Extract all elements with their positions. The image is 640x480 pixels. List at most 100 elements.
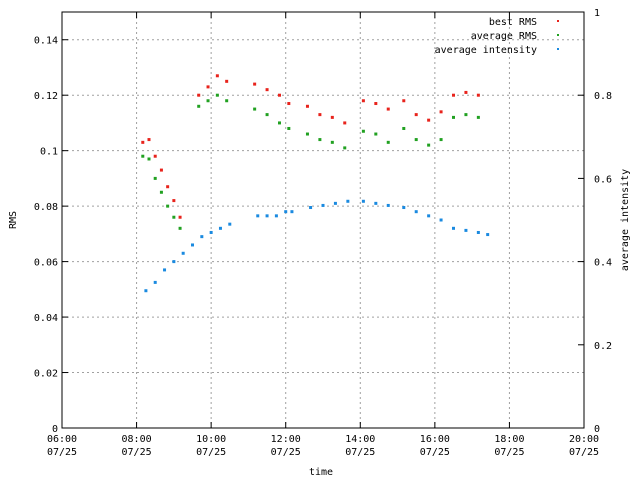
y-tick-label: 0 <box>52 424 58 435</box>
data-point <box>343 121 347 125</box>
data-point <box>215 93 219 97</box>
data-point <box>141 140 145 144</box>
data-point <box>206 85 210 89</box>
data-point <box>178 215 182 219</box>
data-point <box>402 206 406 210</box>
data-point <box>318 113 322 117</box>
x-tick-date: 07/25 <box>494 447 524 458</box>
x-tick-label: 08:00 <box>122 434 152 445</box>
data-point <box>309 206 313 210</box>
data-point <box>305 104 309 108</box>
data-point <box>225 99 229 103</box>
x-axis: 06:00 07/25 08:00 07/25 10:00 07/25 12:00 07/25… <box>47 12 599 458</box>
x-tick-label: 12:00 <box>271 434 301 445</box>
data-point <box>253 107 257 111</box>
data-point <box>374 201 378 205</box>
legend-label: best RMS <box>489 17 537 28</box>
data-point <box>225 79 229 83</box>
x-tick-date: 07/25 <box>47 447 77 458</box>
data-point <box>305 132 309 136</box>
y2-tick-label: 0.6 <box>594 174 612 185</box>
data-point <box>265 113 269 117</box>
data-point <box>464 90 468 94</box>
x-tick-label: 06:00 <box>47 434 77 445</box>
series-best-rms <box>141 74 480 219</box>
x-tick-date: 07/25 <box>569 447 599 458</box>
y2-axis-title: average intensity <box>620 169 631 271</box>
data-point <box>265 88 269 92</box>
x-tick-label: 18:00 <box>494 434 524 445</box>
data-point <box>209 230 213 234</box>
data-point <box>153 280 157 284</box>
data-point <box>166 204 170 208</box>
x-axis-title: time <box>309 467 333 478</box>
y-tick-label: 0.08 <box>34 202 58 213</box>
y2-tick-label: 1 <box>594 8 600 19</box>
data-point <box>439 110 443 114</box>
data-point <box>218 226 222 230</box>
data-point <box>439 218 443 222</box>
data-point <box>278 93 281 97</box>
series-average-intensity <box>144 199 490 293</box>
data-point <box>159 168 163 172</box>
legend-swatch <box>557 20 559 22</box>
data-point <box>330 115 334 119</box>
data-point <box>427 143 431 147</box>
data-point <box>172 199 176 203</box>
x-tick-label: 16:00 <box>420 434 450 445</box>
data-point <box>153 176 157 180</box>
legend-swatch <box>557 48 559 50</box>
data-point <box>274 214 278 218</box>
x-tick-date: 07/25 <box>420 447 450 458</box>
data-point <box>386 203 390 207</box>
data-point <box>228 222 232 226</box>
data-point <box>330 140 334 144</box>
data-point <box>172 215 176 219</box>
x-tick-date: 07/25 <box>196 447 226 458</box>
data-point <box>153 154 157 158</box>
legend-label: average RMS <box>471 31 537 42</box>
data-point <box>386 107 390 111</box>
y-tick-label: 0.12 <box>34 91 58 102</box>
data-point <box>343 146 347 150</box>
data-point <box>452 93 455 97</box>
data-point <box>464 113 468 117</box>
data-point <box>197 104 201 108</box>
y2-axis: 0 0.2 0.4 0.6 0.8 1 <box>578 8 612 435</box>
data-point <box>166 185 170 189</box>
data-point <box>386 140 390 144</box>
data-point <box>476 230 480 234</box>
data-point <box>452 115 455 119</box>
data-point <box>476 115 480 119</box>
y2-tick-label: 0.4 <box>594 258 612 269</box>
data-point <box>321 203 325 207</box>
y-axis: 0 0.02 0.04 0.06 0.08 0.1 0.12 0.14 <box>34 36 68 435</box>
data-point <box>414 113 418 117</box>
legend-swatch <box>557 34 559 36</box>
data-point <box>144 289 148 293</box>
data-point <box>374 132 378 136</box>
data-point <box>287 126 291 130</box>
y-tick-label: 0.06 <box>34 258 58 269</box>
data-point <box>361 129 365 133</box>
data-point <box>206 99 210 103</box>
data-point <box>318 138 322 142</box>
data-point <box>284 210 288 214</box>
data-point <box>147 138 151 142</box>
x-tick-label: 14:00 <box>345 434 375 445</box>
legend: best RMS average RMS average intensity <box>435 17 559 56</box>
data-point <box>163 268 167 272</box>
data-point <box>290 210 294 214</box>
plot-frame <box>61 11 585 429</box>
data-point <box>181 251 185 255</box>
series-average-rms <box>141 93 480 230</box>
x-tick-date: 07/25 <box>271 447 301 458</box>
data-point <box>265 214 269 218</box>
grid <box>62 12 584 428</box>
data-point <box>486 233 490 237</box>
data-point <box>178 226 182 230</box>
data-point <box>452 226 455 230</box>
y-tick-label: 0.14 <box>34 36 58 47</box>
data-point <box>374 102 378 106</box>
